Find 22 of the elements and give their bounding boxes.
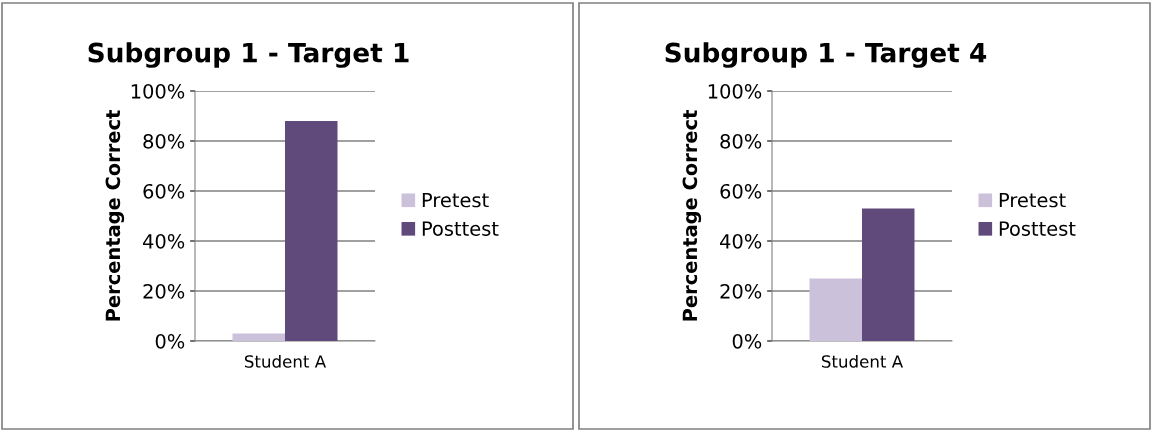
y-tick-label: 100% — [708, 83, 762, 99]
y-tick-label: 20% — [143, 283, 185, 299]
x-tick-label: Student A — [244, 354, 327, 368]
y-tick-label: 40% — [143, 233, 185, 249]
y-tick-label: 60% — [720, 183, 762, 199]
legend-label: Posttest — [999, 221, 1076, 236]
legend-label: Posttest — [422, 221, 499, 236]
y-tick-label: 40% — [720, 233, 762, 249]
y-tick-label: 0% — [155, 333, 185, 349]
y-tick-label: 80% — [720, 133, 762, 149]
y-tick-label: 20% — [720, 283, 762, 299]
y-tick-label: 0% — [732, 333, 762, 349]
y-axis-title: Percentage Correct — [682, 110, 702, 321]
y-tick-label: 100% — [131, 83, 185, 99]
chart-title: Subgroup 1 - Target 1 — [88, 42, 409, 68]
y-axis-title: Percentage Correct — [105, 110, 125, 321]
chart-title: Subgroup 1 - Target 4 — [665, 42, 987, 68]
x-tick-label: Student A — [821, 354, 904, 368]
legend-label: Pretest — [999, 192, 1066, 208]
y-tick-label: 60% — [143, 183, 185, 199]
legend-label: Pretest — [422, 192, 489, 208]
y-tick-label: 80% — [143, 133, 185, 149]
